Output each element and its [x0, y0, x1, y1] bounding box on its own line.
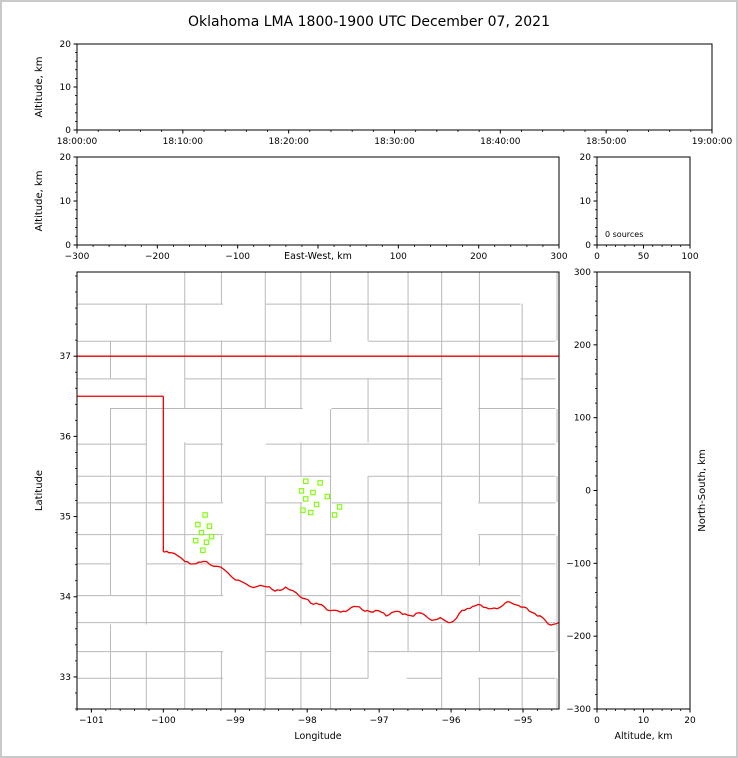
svg-text:18:10:00: 18:10:00 — [163, 137, 204, 147]
lightning-source-marker — [208, 533, 215, 540]
svg-text:10: 10 — [60, 197, 72, 207]
lightning-source-marker — [317, 480, 323, 486]
svg-text:20: 20 — [60, 153, 72, 163]
svg-text:−300: −300 — [566, 705, 591, 715]
east-west-height-panel: −300 −200 −100 100 200 300 0 10 20 Altitude, km Ea… — [34, 153, 568, 262]
svg-text:−100: −100 — [225, 252, 250, 262]
lightning-source-marker — [313, 501, 320, 508]
svg-text:−98: −98 — [298, 716, 317, 726]
lightning-source-marker — [300, 507, 306, 513]
svg-text:−101: −101 — [79, 716, 104, 726]
lightning-source-marker — [298, 488, 305, 494]
lightning-source-marker — [336, 504, 343, 510]
svg-text:−200: −200 — [566, 632, 591, 642]
svg-text:East-West, km: East-West, km — [284, 251, 352, 262]
svg-text:0: 0 — [594, 716, 600, 726]
svg-text:36: 36 — [60, 432, 72, 442]
lightning-source-marker — [195, 521, 201, 528]
north-south-height-panel: 0 10 20 −300 −200 −100 0 100 200 300 Altitude, km N… — [566, 268, 708, 742]
svg-text:100: 100 — [574, 414, 591, 424]
lightning-source-marker — [192, 537, 199, 544]
svg-text:300: 300 — [550, 252, 567, 262]
svg-text:35: 35 — [60, 513, 71, 523]
lightning-source-marker — [308, 509, 314, 516]
svg-text:200: 200 — [470, 252, 487, 262]
figure-title: Oklahoma LMA 1800-1900 UTC December 07, … — [188, 14, 550, 30]
svg-text:Latitude: Latitude — [34, 470, 45, 511]
svg-text:−100: −100 — [566, 559, 591, 569]
svg-text:−96: −96 — [442, 716, 461, 726]
map-layers — [77, 272, 559, 709]
svg-text:0: 0 — [65, 241, 71, 251]
svg-text:200: 200 — [574, 341, 591, 351]
lightning-source-markers — [192, 478, 343, 553]
svg-text:0: 0 — [65, 126, 71, 136]
red-river-border — [163, 550, 559, 626]
lightning-source-marker — [303, 496, 309, 502]
svg-text:20: 20 — [60, 40, 72, 50]
svg-text:0 sources: 0 sources — [605, 230, 643, 239]
svg-text:18:20:00: 18:20:00 — [268, 137, 309, 147]
svg-text:18:40:00: 18:40:00 — [480, 137, 521, 147]
svg-text:Longitude: Longitude — [294, 731, 341, 742]
time-height-panel: 18:00:00 18:10:00 18:20:00 18:30:00 18:40:00… — [34, 40, 732, 147]
county-boundaries — [77, 272, 558, 709]
svg-text:−100: −100 — [151, 716, 176, 726]
svg-text:300: 300 — [574, 268, 591, 278]
svg-text:0: 0 — [594, 252, 600, 262]
svg-text:0: 0 — [585, 487, 591, 497]
svg-text:0: 0 — [585, 241, 591, 251]
svg-text:18:00:00: 18:00:00 — [57, 137, 98, 147]
svg-text:20: 20 — [580, 153, 592, 163]
lightning-source-marker — [331, 512, 338, 518]
svg-text:37: 37 — [60, 352, 71, 362]
svg-text:−99: −99 — [226, 716, 245, 726]
lightning-source-marker — [324, 493, 331, 500]
lightning-source-marker — [303, 478, 309, 485]
svg-text:10: 10 — [580, 197, 592, 207]
state-border-lines — [77, 355, 559, 626]
lightning-source-marker — [198, 529, 205, 536]
svg-text:−95: −95 — [514, 716, 533, 726]
altitude-histogram-panel: 0 50 100 0 10 20 0 sources — [580, 153, 699, 262]
svg-text:10: 10 — [638, 716, 650, 726]
svg-text:North-South, km: North-South, km — [697, 449, 708, 532]
lightning-source-marker — [200, 547, 206, 553]
svg-text:19:00:00: 19:00:00 — [692, 137, 733, 147]
svg-text:50: 50 — [638, 252, 650, 262]
svg-text:−97: −97 — [370, 716, 389, 726]
svg-text:−300: −300 — [65, 252, 90, 262]
svg-text:100: 100 — [390, 252, 407, 262]
lightning-source-marker — [310, 489, 316, 496]
lightning-source-marker — [203, 539, 210, 545]
svg-text:Altitude, km: Altitude, km — [34, 171, 45, 232]
svg-text:20: 20 — [684, 716, 696, 726]
map-frame — [76, 271, 560, 710]
lightning-source-marker — [206, 523, 213, 529]
svg-text:33: 33 — [60, 673, 71, 683]
lightning-source-marker — [202, 512, 208, 518]
svg-text:−200: −200 — [145, 252, 170, 262]
svg-text:Altitude, km: Altitude, km — [34, 57, 45, 118]
svg-text:18:50:00: 18:50:00 — [586, 137, 627, 147]
svg-text:10: 10 — [60, 83, 72, 93]
plan-view-map-panel: −101 −100 −99 −98 −97 −96 −95 33 34 35 36 37 Latitud… — [34, 271, 560, 742]
svg-text:100: 100 — [681, 252, 698, 262]
svg-text:34: 34 — [60, 593, 72, 603]
svg-text:Altitude, km: Altitude, km — [615, 731, 673, 742]
svg-text:18:30:00: 18:30:00 — [374, 137, 415, 147]
